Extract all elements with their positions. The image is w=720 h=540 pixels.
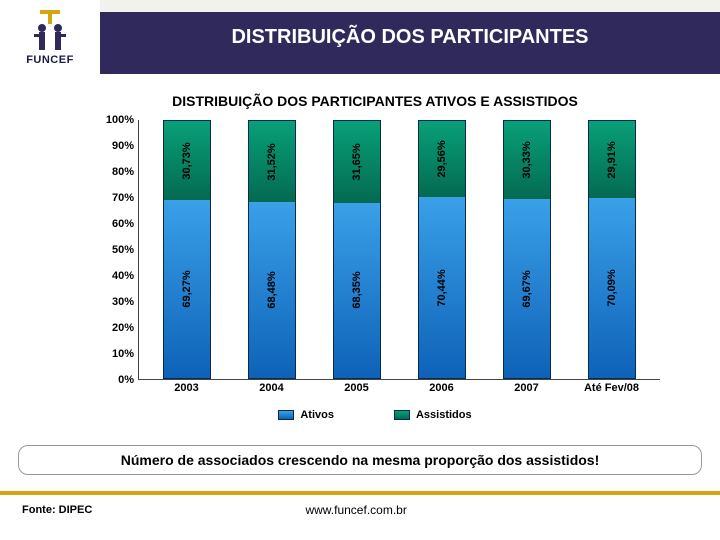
segment-assistidos: 29,56% xyxy=(419,121,465,197)
slide: FUNCEF DISTRIBUIÇÃO DOS PARTICIPANTES DI… xyxy=(0,0,720,540)
legend-label-ativos: Ativos xyxy=(300,409,334,421)
segment-assistidos: 30,33% xyxy=(504,121,550,199)
x-axis: 2003 2004 2005 2006 2007 Até Fev/08 xyxy=(138,380,660,395)
x-label: 2005 xyxy=(327,382,387,395)
segment-ativos: 70,44% xyxy=(419,197,465,378)
plot-area: 69,27% 30,73% 68,48% 31,52% 68,35% 31,65% 70,4… xyxy=(138,120,660,380)
x-label: 2004 xyxy=(242,382,302,395)
callout-text: Número de associados crescendo na mesma … xyxy=(121,452,600,468)
segment-label-assistidos: 31,52% xyxy=(266,143,278,180)
source-label: Fonte: DIPEC xyxy=(22,504,92,516)
y-tick: 40% xyxy=(112,270,134,282)
segment-ativos: 68,48% xyxy=(249,202,295,378)
y-tick: 100% xyxy=(106,114,134,126)
legend: Ativos Assistidos xyxy=(90,409,660,421)
legend-item-ativos: Ativos xyxy=(278,409,334,421)
y-tick: 70% xyxy=(112,192,134,204)
y-axis: 0%10%20%30%40%50%60%70%80%90%100% xyxy=(90,120,138,380)
swatch-assistidos-icon xyxy=(394,410,410,420)
x-label: 2003 xyxy=(157,382,217,395)
segment-ativos: 69,27% xyxy=(164,200,210,378)
title-bar: DISTRIBUIÇÃO DOS PARTICIPANTES xyxy=(100,0,720,74)
y-tick: 0% xyxy=(118,374,134,386)
segment-ativos: 69,67% xyxy=(504,199,550,378)
segment-ativos: 70,09% xyxy=(589,198,635,378)
brand-name: FUNCEF xyxy=(26,54,74,66)
segment-label-assistidos: 31,65% xyxy=(351,143,363,180)
segment-label-assistidos: 29,56% xyxy=(436,141,448,178)
segment-label-assistidos: 29,91% xyxy=(606,141,618,178)
bar: 69,27% 30,73% xyxy=(163,120,211,379)
bar-slot: 69,67% 30,33% xyxy=(497,120,557,379)
segment-label-assistidos: 30,33% xyxy=(521,142,533,179)
page-title: DISTRIBUIÇÃO DOS PARTICIPANTES xyxy=(231,26,588,49)
segment-label-ativos: 69,27% xyxy=(181,271,193,308)
footer: Fonte: DIPEC www.funcef.com.br xyxy=(0,495,720,517)
x-label: Até Fev/08 xyxy=(582,382,642,395)
funcef-logo-icon xyxy=(20,8,80,52)
segment-label-ativos: 69,67% xyxy=(521,270,533,307)
segment-assistidos: 30,73% xyxy=(164,121,210,200)
y-tick: 10% xyxy=(112,348,134,360)
segment-label-ativos: 70,44% xyxy=(436,269,448,306)
bars-group: 69,27% 30,73% 68,48% 31,52% 68,35% 31,65% 70,4… xyxy=(139,120,660,379)
segment-label-ativos: 70,09% xyxy=(606,269,618,306)
bar-slot: 68,48% 31,52% xyxy=(242,120,302,379)
brand-logo: FUNCEF xyxy=(0,0,100,74)
y-tick: 90% xyxy=(112,140,134,152)
bar-slot: 69,27% 30,73% xyxy=(157,120,217,379)
bar-slot: 70,44% 29,56% xyxy=(412,120,472,379)
y-tick: 80% xyxy=(112,166,134,178)
bar: 70,09% 29,91% xyxy=(588,120,636,379)
bar: 68,48% 31,52% xyxy=(248,120,296,379)
y-tick: 50% xyxy=(112,244,134,256)
y-tick: 20% xyxy=(112,322,134,334)
segment-label-assistidos: 30,73% xyxy=(181,142,193,179)
segment-label-ativos: 68,35% xyxy=(351,272,363,309)
footer-url: www.funcef.com.br xyxy=(92,503,620,517)
bar-slot: 70,09% 29,91% xyxy=(582,120,642,379)
chart-title: DISTRIBUIÇÃO DOS PARTICIPANTES ATIVOS E … xyxy=(90,92,660,110)
bar: 68,35% 31,65% xyxy=(333,120,381,379)
segment-ativos: 68,35% xyxy=(334,203,380,379)
header: FUNCEF DISTRIBUIÇÃO DOS PARTICIPANTES xyxy=(0,0,720,74)
y-tick: 60% xyxy=(112,218,134,230)
segment-assistidos: 31,65% xyxy=(334,121,380,202)
segment-assistidos: 31,52% xyxy=(249,121,295,202)
bar: 70,44% 29,56% xyxy=(418,120,466,379)
bar: 69,67% 30,33% xyxy=(503,120,551,379)
legend-label-assistidos: Assistidos xyxy=(416,409,472,421)
chart-container: DISTRIBUIÇÃO DOS PARTICIPANTES ATIVOS E … xyxy=(0,74,720,427)
x-label: 2007 xyxy=(497,382,557,395)
bar-slot: 68,35% 31,65% xyxy=(327,120,387,379)
segment-label-ativos: 68,48% xyxy=(266,272,278,309)
legend-item-assistidos: Assistidos xyxy=(394,409,472,421)
segment-assistidos: 29,91% xyxy=(589,121,635,198)
x-label: 2006 xyxy=(412,382,472,395)
y-tick: 30% xyxy=(112,296,134,308)
swatch-ativos-icon xyxy=(278,410,294,420)
chart-body: 0%10%20%30%40%50%60%70%80%90%100% 69,27%… xyxy=(90,120,660,380)
callout: Número de associados crescendo na mesma … xyxy=(18,445,702,475)
